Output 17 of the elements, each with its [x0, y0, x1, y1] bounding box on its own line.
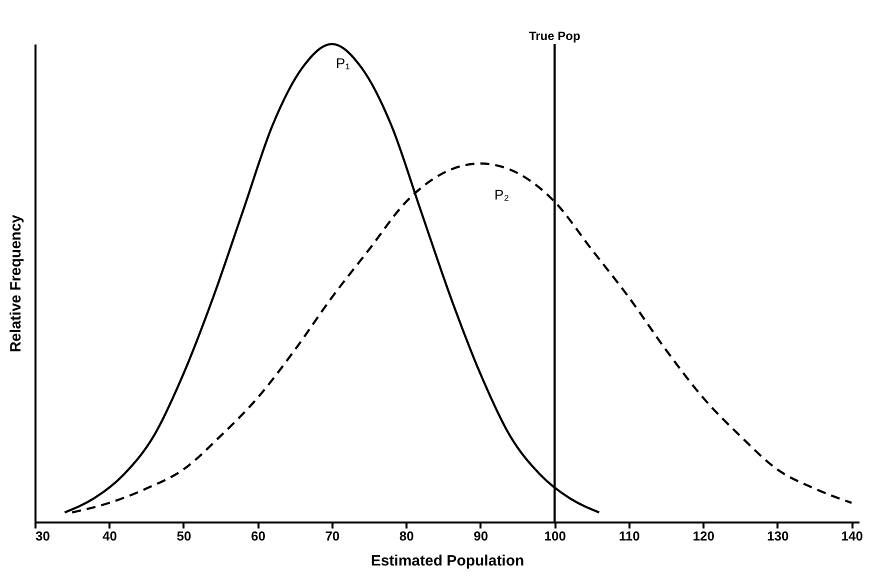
x-tick-label: 70: [325, 528, 340, 544]
x-tick-label: 80: [399, 528, 414, 544]
ref-line-label: True Pop: [528, 29, 580, 43]
x-tick-label: 40: [102, 528, 117, 544]
x-tick-label: 60: [250, 528, 266, 544]
x-tick-label: 90: [474, 528, 488, 544]
x-tick-label: 100: [544, 528, 566, 544]
series-label: P₁: [336, 55, 350, 71]
x-tick-label: 140: [841, 528, 863, 544]
x-tick-label: 120: [692, 528, 714, 544]
series-label: P₂: [494, 186, 510, 202]
x-axis-title: Estimated Population: [370, 552, 524, 570]
x-tick-label: 30: [36, 528, 50, 544]
x-tick-label: 110: [618, 528, 640, 544]
x-tick-label: 130: [766, 528, 789, 544]
y-axis-title: Relative Frequency: [8, 214, 24, 352]
x-tick-label: 50: [176, 528, 192, 544]
